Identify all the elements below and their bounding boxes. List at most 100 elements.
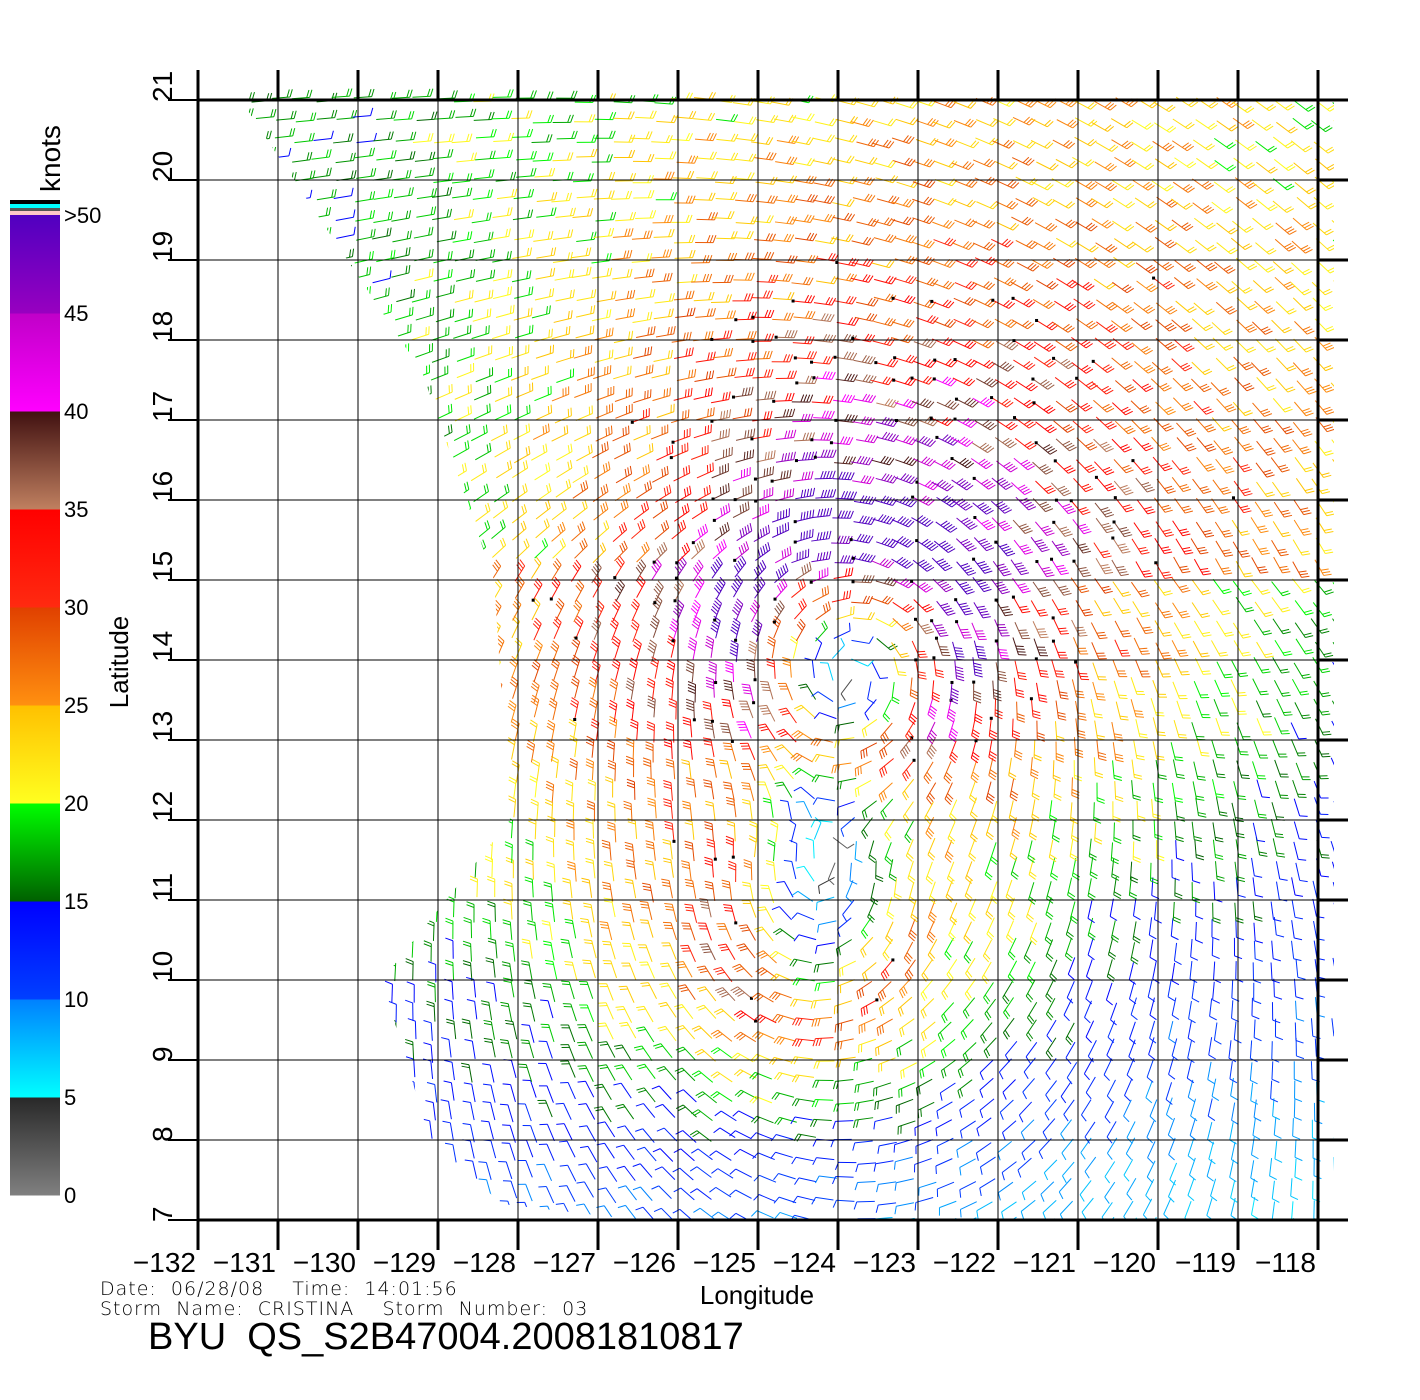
wind-barb — [546, 861, 556, 883]
wind-barb — [1293, 1099, 1302, 1121]
barb-shaft — [1085, 1076, 1096, 1093]
barb-feather — [729, 1189, 736, 1196]
barb-feather — [366, 1020, 375, 1025]
barb-shaft — [473, 801, 478, 820]
barb-feather — [625, 761, 634, 766]
wind-barb — [288, 1178, 297, 1201]
barb-feather — [686, 783, 695, 787]
barb-feather — [646, 779, 655, 784]
barb-feather — [968, 915, 975, 922]
barb-shaft — [524, 1202, 532, 1220]
wind-barb — [1087, 937, 1095, 961]
barb-feather — [1295, 1040, 1304, 1044]
barb-feather — [1321, 856, 1330, 859]
colorbar-label: 35 — [64, 497, 88, 522]
wind-barb — [446, 895, 455, 918]
wind-barb — [655, 1103, 676, 1118]
barb-feather — [1261, 796, 1270, 799]
rain-flag — [875, 998, 879, 1002]
barb-feather — [814, 1099, 819, 1108]
barb-feather — [253, 915, 261, 921]
wind-barb — [406, 1079, 416, 1100]
wind-barb — [770, 820, 779, 843]
barb-feather — [444, 1142, 454, 1146]
wind-barb — [556, 1123, 573, 1141]
barb-shaft — [571, 962, 578, 980]
wind-barb — [365, 977, 374, 1000]
barb-feather — [367, 1097, 375, 1101]
barb-feather — [921, 974, 927, 982]
barb-feather — [1195, 939, 1204, 944]
barb-feather — [840, 1022, 843, 1031]
barb-feather — [810, 820, 816, 828]
wind-barb — [944, 782, 954, 806]
barb-feather — [426, 919, 435, 924]
barb-shaft — [1104, 1181, 1116, 1198]
barb-shaft — [1040, 1181, 1055, 1195]
barb-feather — [394, 737, 402, 744]
barb-feather — [1215, 839, 1224, 843]
barb-feather — [1215, 836, 1224, 840]
barb-shaft — [475, 761, 481, 779]
wind-barb — [386, 879, 395, 902]
barb-feather — [250, 955, 259, 961]
barb-feather — [1134, 776, 1143, 780]
barb-feather — [289, 1119, 297, 1124]
barb-shaft — [1163, 1197, 1172, 1215]
barb-feather — [1025, 995, 1032, 1003]
barb-feather — [614, 1064, 623, 1067]
wind-barb — [729, 1130, 752, 1140]
wind-barb — [499, 1200, 515, 1219]
barb-shaft — [783, 881, 794, 898]
barb-feather — [928, 851, 936, 858]
barb-feather — [542, 982, 551, 985]
barb-shaft — [819, 1175, 838, 1179]
wind-barb — [861, 962, 877, 982]
wind-barb — [466, 998, 478, 1020]
barb-feather — [405, 958, 414, 962]
barb-feather — [343, 1118, 352, 1123]
wind-barb — [835, 939, 852, 957]
barb-feather — [1132, 938, 1141, 944]
wind-barb — [908, 882, 917, 905]
barb-feather — [426, 1000, 435, 1005]
wind-barb — [562, 877, 573, 899]
wind-barb — [371, 835, 380, 858]
barb-shaft — [230, 1142, 235, 1160]
barb-feather — [607, 759, 616, 764]
wind-barb — [348, 1138, 357, 1160]
wind-barb — [453, 758, 462, 781]
wind-barb — [677, 984, 696, 1001]
barb-shaft — [658, 1185, 672, 1199]
wind-barb — [1249, 1040, 1258, 1063]
wind-barb — [789, 998, 813, 1007]
barb-feather — [213, 921, 219, 926]
barb-shaft — [474, 1001, 478, 1020]
wind-barb — [212, 877, 219, 899]
wind-barb — [1337, 782, 1352, 799]
barb-feather — [1069, 856, 1078, 861]
barb-feather — [405, 1056, 414, 1060]
barb-shaft — [1154, 901, 1157, 920]
barb-shaft — [296, 1080, 300, 1099]
barb-feather — [663, 798, 672, 802]
wind-barb — [617, 1185, 637, 1201]
barb-shaft — [255, 741, 265, 759]
barb-feather — [331, 742, 339, 749]
wind-barb — [210, 1058, 217, 1080]
barb-shaft — [332, 1019, 335, 1038]
barb-shaft — [1333, 1157, 1334, 1176]
barb-feather — [211, 1076, 218, 1080]
barb-feather — [230, 1095, 238, 1101]
barb-shaft — [490, 783, 495, 802]
barb-feather — [1027, 913, 1034, 920]
barb-shaft — [697, 1148, 713, 1161]
barb-shaft — [488, 1002, 493, 1021]
barb-shaft — [1271, 940, 1274, 959]
wind-barb — [405, 1120, 416, 1142]
wind-barb — [713, 966, 733, 983]
wind-barb — [330, 814, 339, 838]
barb-feather — [1276, 934, 1285, 938]
wind-barb — [311, 1040, 320, 1063]
wind-barb — [367, 856, 376, 880]
